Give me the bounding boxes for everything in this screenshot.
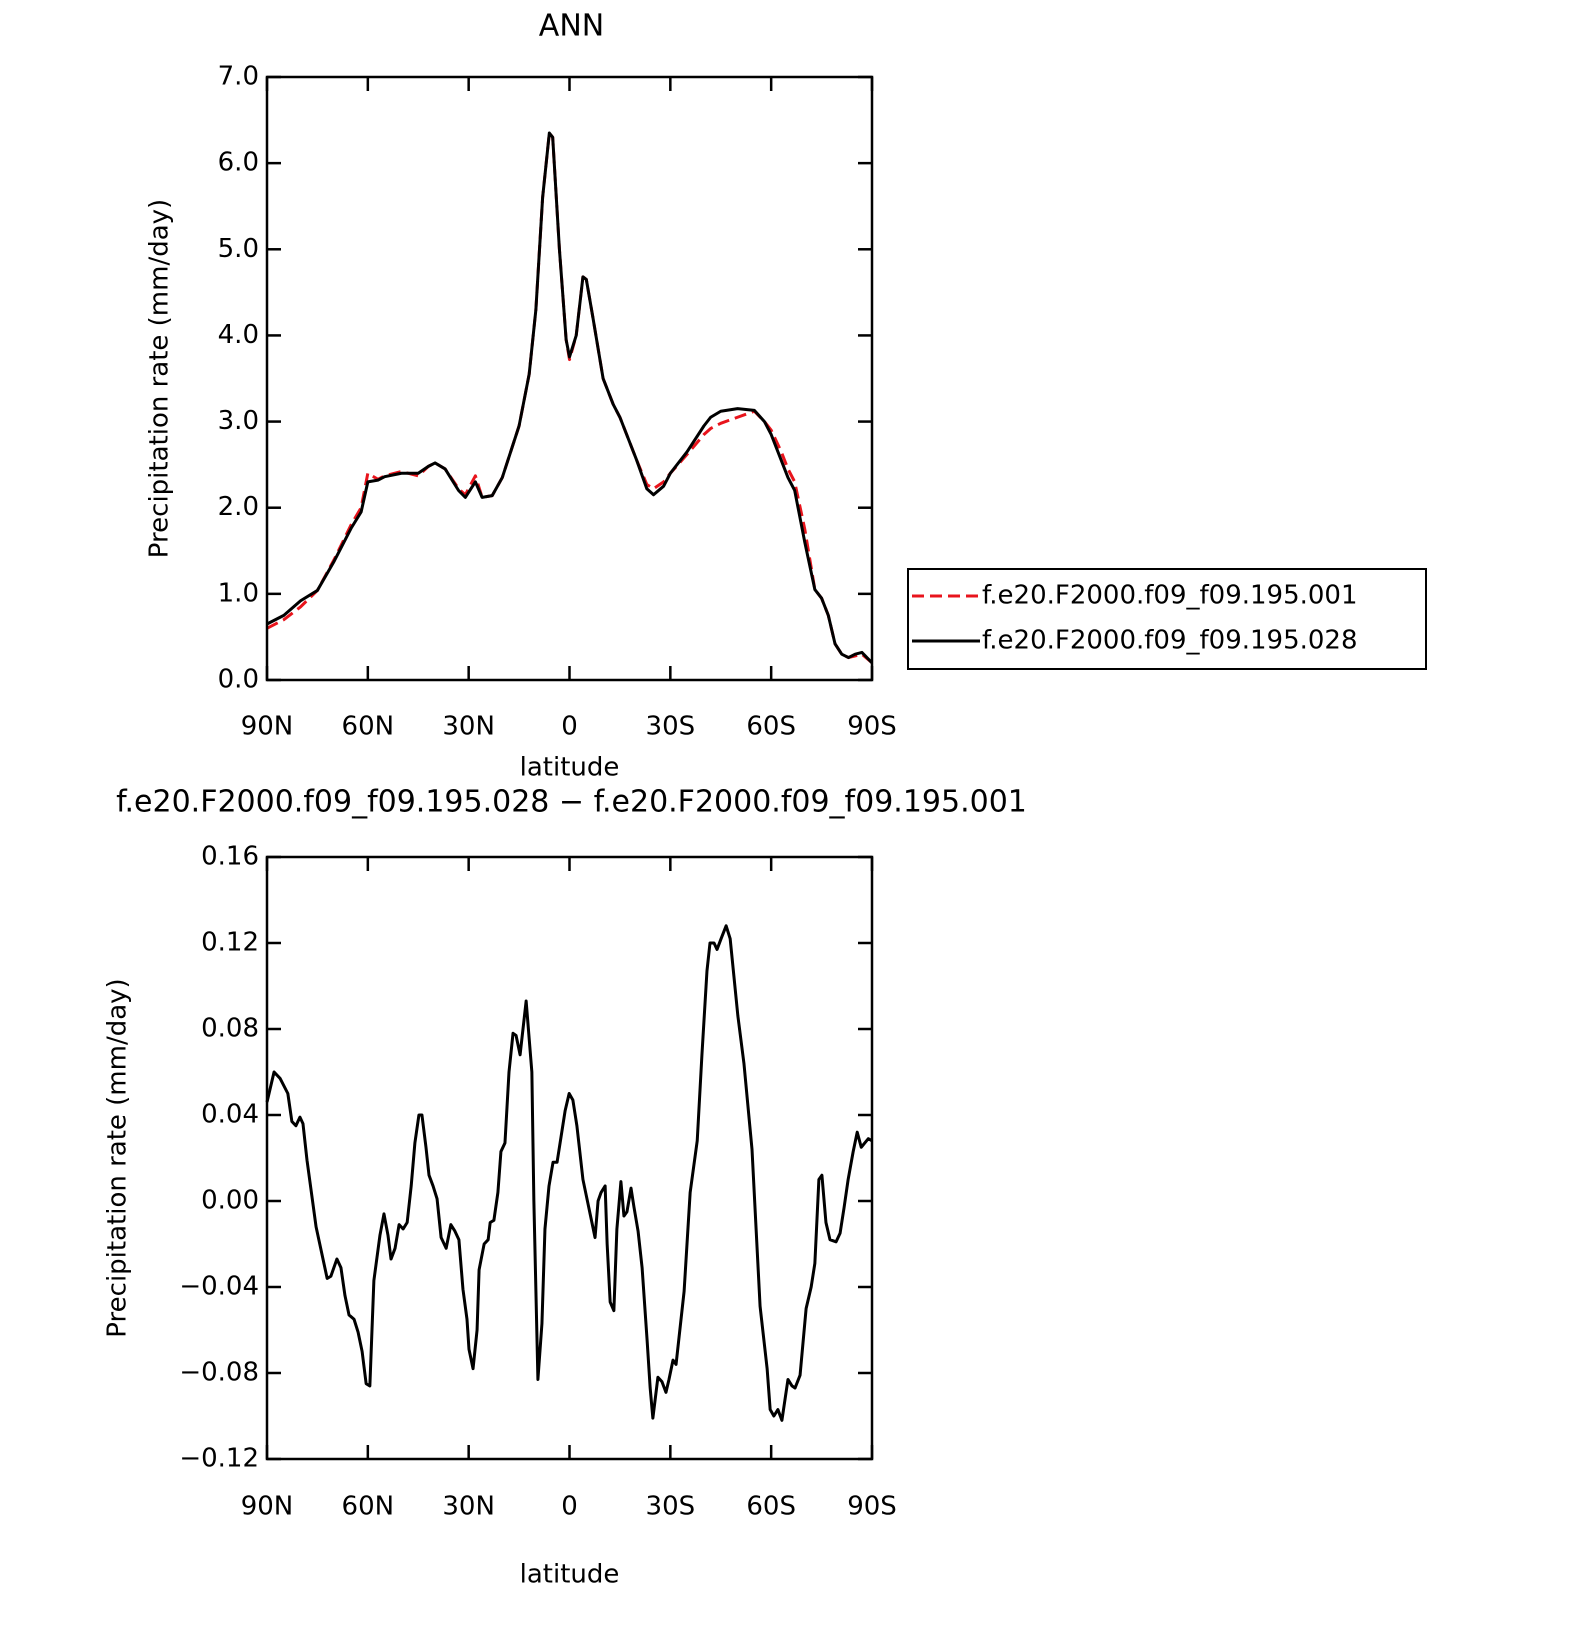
y-axis-label: Precipitation rate (mm/day) xyxy=(103,978,133,1337)
x-tick-label: 0 xyxy=(561,712,578,742)
y-tick-label: −0.08 xyxy=(179,1358,259,1388)
y-tick-label: 0.08 xyxy=(201,1014,259,1044)
x-tick-label: 60S xyxy=(746,1492,796,1522)
x-tick-label: 60N xyxy=(342,712,395,742)
legend-label: f.e20.F2000.f09_f09.195.001 xyxy=(982,581,1358,611)
y-tick-label: −0.04 xyxy=(179,1272,259,1302)
y-tick-label: 7.0 xyxy=(218,62,259,92)
legend-box xyxy=(907,568,1427,670)
y-tick-label: 0.0 xyxy=(218,665,259,695)
y-tick-label: 5.0 xyxy=(218,234,259,264)
data-line xyxy=(266,131,873,664)
x-tick-label: 90S xyxy=(847,1492,897,1522)
y-tick-label: 2.0 xyxy=(218,492,259,522)
y-tick-label: 0.16 xyxy=(201,842,259,872)
x-axis-label: latitude xyxy=(520,1560,620,1590)
x-tick-label: 30S xyxy=(646,1492,696,1522)
y-tick-label: 3.0 xyxy=(218,406,259,436)
x-axis-label: latitude xyxy=(520,753,620,783)
legend-label: f.e20.F2000.f09_f09.195.028 xyxy=(982,626,1358,656)
x-tick-label: 60N xyxy=(342,1492,395,1522)
y-tick-label: 0.12 xyxy=(201,928,259,958)
y-tick-label: 6.0 xyxy=(218,148,259,178)
y-tick-label: 0.00 xyxy=(201,1186,259,1216)
x-tick-label: 30N xyxy=(442,1492,495,1522)
y-tick-label: 0.04 xyxy=(201,1100,259,1130)
y-tick-label: 1.0 xyxy=(218,578,259,608)
x-tick-label: 90S xyxy=(847,712,897,742)
x-tick-label: 30S xyxy=(646,712,696,742)
data-line xyxy=(265,924,873,1422)
x-tick-label: 60S xyxy=(746,712,796,742)
plot-frame xyxy=(265,855,874,1461)
x-tick-label: 90N xyxy=(241,1492,294,1522)
x-tick-label: 30N xyxy=(442,712,495,742)
data-line xyxy=(266,131,874,664)
y-tick-label: 4.0 xyxy=(218,320,259,350)
plot-frame xyxy=(265,75,874,682)
y-axis-label: Precipitation rate (mm/day) xyxy=(145,199,175,558)
chart-title: ANN xyxy=(539,9,604,44)
x-tick-label: 0 xyxy=(561,1492,578,1522)
chart-title: f.e20.F2000.f09_f09.195.028 − f.e20.F200… xyxy=(116,785,1027,820)
x-tick-label: 90N xyxy=(241,712,294,742)
y-tick-label: −0.12 xyxy=(179,1444,259,1474)
